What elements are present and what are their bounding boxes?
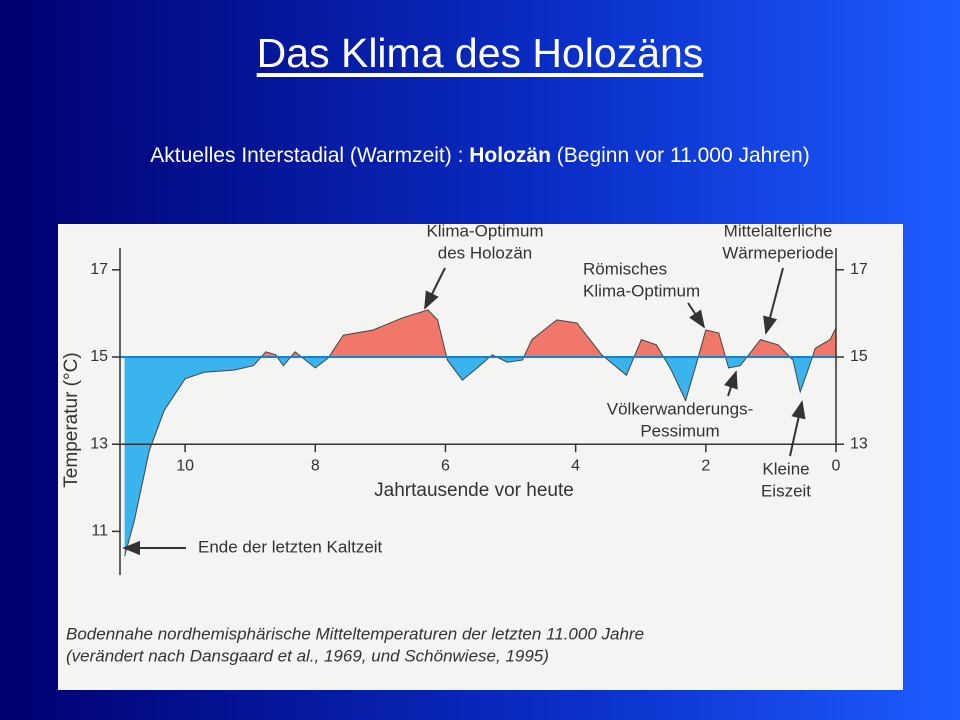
warm-area (124, 309, 836, 357)
x-tick-label: 0 (832, 457, 841, 474)
annotation: Ende der letzten Kaltzeit (198, 537, 383, 556)
annotation-arrow (763, 267, 784, 335)
annotation: Römisches (583, 259, 667, 278)
subtitle-text: Aktuelles Interstadial (Warmzeit) : (150, 144, 470, 167)
annotation: des Holozän (438, 243, 533, 262)
annotation-arrow (724, 370, 738, 397)
temperature-line (124, 309, 837, 557)
y2-tick-label: 13 (850, 435, 868, 452)
x-tick-label: 10 (176, 457, 194, 474)
slide-title: Das Klima des Holozäns (256, 30, 704, 76)
annotation: Klima-Optimum (583, 281, 700, 300)
subtitle-text: (Beginn vor 11.000 Jahren) (550, 144, 810, 167)
caption: (verändert nach Dansgaard et al., 1969, … (66, 646, 549, 665)
x-tick-label: 2 (701, 457, 710, 474)
y2-tick-label: 15 (850, 348, 868, 365)
y-axis-label: Temperatur (°C) (61, 352, 82, 487)
x-axis-label: Jahrtausende vor heute (374, 480, 574, 501)
slide-subtitle: Aktuelles Interstadial (Warmzeit) : Holo… (0, 144, 960, 168)
y2-tick-label: 17 (850, 261, 868, 278)
subtitle-bold: Holozän (469, 144, 551, 167)
annotation-arrow (424, 267, 446, 310)
annotation: Klima-Optimum (426, 221, 543, 240)
y-tick-label: 11 (91, 523, 108, 540)
x-tick-label: 6 (441, 457, 450, 474)
annotation: Mittelalterliche (724, 221, 833, 240)
annotation-arrow (687, 302, 705, 329)
chart-panel (58, 224, 903, 690)
annotation: Pessimum (640, 421, 719, 440)
x-tick-label: 8 (311, 457, 320, 474)
y-tick-label: 15 (90, 348, 108, 365)
y-tick-label: 13 (90, 435, 108, 452)
annotation: Wärmeperiode (722, 243, 834, 262)
y-tick-label: 17 (90, 261, 108, 278)
annotation-arrow (789, 400, 806, 457)
annotation: Kleine (762, 459, 809, 478)
x-tick-label: 4 (571, 457, 580, 474)
caption: Bodennahe nordhemisphärische Mitteltempe… (66, 624, 644, 643)
annotation: Völkerwanderungs- (607, 399, 753, 418)
annotation: Eiszeit (761, 481, 811, 500)
